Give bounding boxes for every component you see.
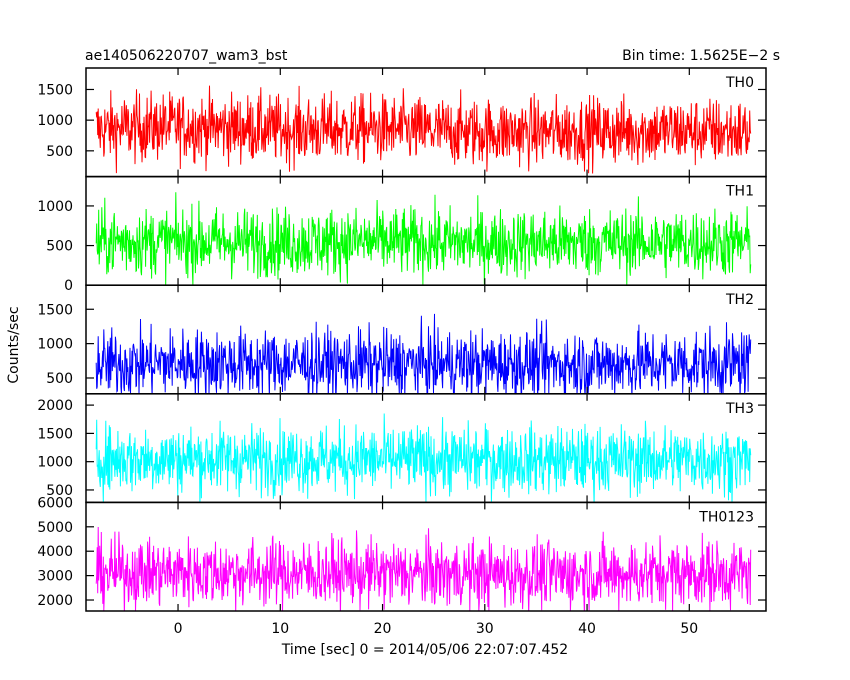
y-tick-label: 0 [64,278,73,294]
series-th1-trace [95,192,752,286]
y-tick-label: 2000 [37,398,73,414]
chart-title: ae140506220707_wam3_bst [85,48,288,64]
y-tick-label: 6000 [37,495,73,511]
bin-time-label: Bin time: 1.5625E−2 s [622,48,780,64]
y-tick-label: 1000 [37,337,73,353]
y-tick-label: 1000 [37,113,73,129]
x-tick-label: 30 [476,621,494,637]
x-tick-label: 50 [680,621,698,637]
x-tick-label: 10 [271,621,289,637]
series-th0-trace [95,85,752,174]
series-name-th0123: TH0123 [698,509,754,525]
x-tick-label: 40 [578,621,596,637]
y-tick-label: 1500 [37,302,73,318]
y-tick-label: 1000 [37,455,73,471]
series-name-th3: TH3 [725,401,754,417]
series-name-th1: TH1 [725,184,754,200]
series-name-th2: TH2 [725,292,754,308]
x-tick-label: 0 [174,621,183,637]
y-tick-label: 1000 [37,199,73,215]
panel-frame-th0123 [85,501,767,612]
y-tick-label: 4000 [37,544,73,560]
y-tick-label: 500 [46,483,73,499]
y-tick-label: 1500 [37,426,73,442]
series-th3-trace [95,413,752,503]
y-tick-label: 5000 [37,520,73,536]
x-axis-label: Time [sec] 0 = 2014/05/06 22:07:07.452 [281,642,568,658]
x-tick-label: 20 [374,621,392,637]
y-tick-label: 500 [46,371,73,387]
panels: 500 1000 1500 TH0 0 500 1000 TH1 500 1000 1500 TH2 5… [37,67,767,612]
series-th2-trace [95,313,752,394]
y-tick-label: 2000 [37,593,73,609]
y-tick-label: 3000 [37,569,73,585]
series-th0123-trace [95,526,752,611]
series-name-th0: TH0 [725,75,754,91]
y-tick-label: 500 [46,144,73,160]
x-axis: 0 10 20 30 40 50 [174,621,699,637]
y-tick-label: 1500 [37,82,73,98]
y-tick-label: 500 [46,239,73,255]
y-axis-label: Counts/sec [6,306,22,383]
